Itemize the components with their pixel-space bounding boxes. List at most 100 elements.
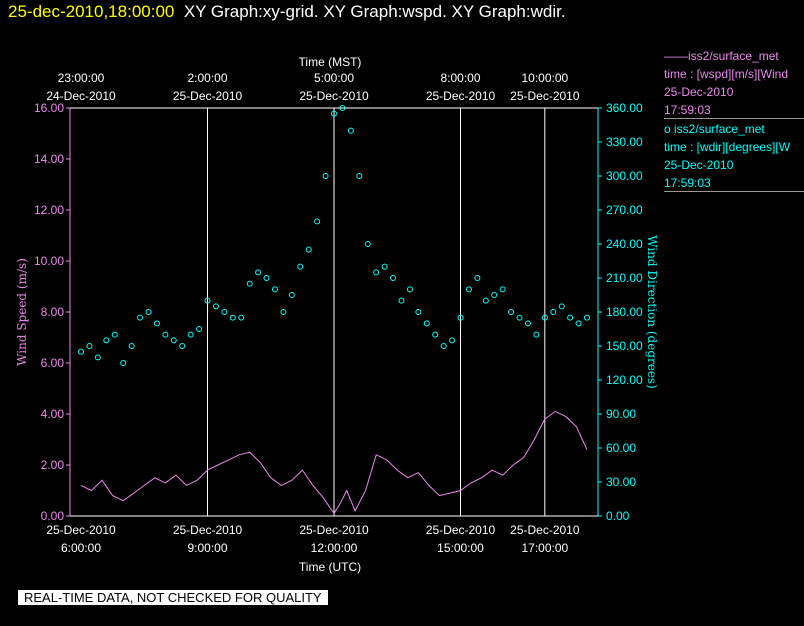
wind-direction-point: [449, 337, 456, 344]
wind-direction-point: [212, 303, 219, 310]
left-tick-label: 6.00: [41, 356, 65, 370]
bottom-tick-label: 12:00:00: [311, 541, 358, 555]
wind-direction-point: [196, 326, 203, 332]
header-title: XY Graph:xy-grid. XY Graph:wspd. XY Grap…: [183, 2, 566, 21]
right-tick-label: 0.00: [606, 509, 630, 523]
legend-wdir-line1-text: iss2/surface_met: [674, 122, 765, 136]
wind-direction-point: [491, 292, 498, 298]
wind-direction-point: [179, 343, 186, 349]
bottom-tick-label: 9:00:00: [187, 541, 227, 555]
legend-wdir-line3: 25-Dec-2010: [664, 158, 734, 172]
wind-direction-point: [440, 343, 447, 349]
right-tick-label: 180.00: [606, 305, 643, 319]
wind-direction-point: [550, 309, 557, 315]
top-tick-label: 25-Dec-2010: [510, 89, 580, 103]
wind-direction-point: [86, 343, 93, 349]
legend-wdir-line1: o iss2/surface_met: [664, 120, 804, 138]
right-tick-label: 300.00: [606, 169, 643, 183]
wind-direction-point: [373, 269, 380, 276]
wind-direction-point: [457, 314, 464, 321]
top-tick-label: 25-Dec-2010: [426, 89, 496, 103]
bottom-axis-title: Time (UTC): [299, 560, 361, 574]
wind-direction-point: [398, 297, 405, 304]
wind-direction-point: [103, 337, 110, 344]
top-tick-label: 25-Dec-2010: [299, 89, 369, 103]
wind-direction-point: [288, 292, 295, 298]
legend-wspd-line1: ——iss2/surface_met: [664, 49, 779, 63]
wind-direction-point: [322, 173, 329, 179]
top-tick-label: 5:00:00: [314, 71, 354, 85]
right-tick-label: 120.00: [606, 373, 643, 387]
wind-direction-point: [255, 269, 262, 276]
wind-direction-point: [120, 360, 127, 366]
wind-direction-point: [187, 331, 194, 338]
wind-direction-point: [508, 309, 515, 315]
right-tick-label: 90.00: [606, 407, 636, 421]
legend-divider: [664, 191, 804, 192]
right-tick-label: 210.00: [606, 271, 643, 285]
right-tick-label: 360.00: [606, 101, 643, 115]
legend-wspd-line3: 25-Dec-2010: [664, 85, 734, 99]
chart-header: 25-dec-2010,18:00:00 XY Graph:xy-grid. X…: [8, 2, 566, 22]
vertical-grid: [207, 108, 546, 516]
legend-wdir-line2: time : [wdir][degrees][W: [664, 140, 791, 154]
wind-direction-point: [347, 127, 354, 134]
wind-direction-point: [524, 320, 531, 327]
left-tick-label: 4.00: [41, 407, 65, 421]
right-tick-label: 330.00: [606, 135, 643, 149]
wind-direction-point: [78, 348, 84, 355]
circle-marker-icon: o: [664, 122, 675, 136]
left-tick-label: 8.00: [41, 305, 65, 319]
wind-direction-point: [584, 314, 590, 321]
wind-direction-point: [204, 297, 211, 304]
wind-direction-point: [153, 320, 160, 327]
bottom-tick-label: 25-Dec-2010: [46, 523, 116, 537]
wind-direction-point: [297, 263, 304, 270]
wind-direction-point: [229, 314, 236, 321]
wind-direction-point: [390, 275, 397, 281]
wind-direction-point: [246, 280, 253, 287]
top-tick-label: 10:00:00: [521, 71, 568, 85]
header-timestamp: 25-dec-2010,18:00:00: [8, 2, 175, 21]
wind-direction-point: [423, 320, 430, 327]
legend-wspd-line2: time : [wspd][m/s][Wind: [664, 67, 789, 81]
wind-direction-point: [170, 337, 177, 344]
bottom-tick-label: 25-Dec-2010: [299, 523, 369, 537]
top-tick-label: 24-Dec-2010: [46, 89, 116, 103]
wind-speed-line: [80, 410, 588, 515]
wind-direction-point: [474, 275, 481, 281]
axis-labels: Time (MST) Time (UTC) Wind Speed (m/s) W…: [15, 55, 659, 574]
bottom-tick-label: 17:00:00: [521, 541, 568, 555]
wind-direction-point: [406, 286, 413, 293]
bottom-tick-label: 15:00:00: [437, 541, 484, 555]
wind-direction-point: [305, 246, 312, 253]
wind-direction-point: [238, 314, 245, 321]
axes: 0.00 2.00 4.00 6.00 8.00 10.00 12.00 14.00 16.00…: [34, 71, 643, 555]
wind-direction-point: [381, 263, 388, 270]
top-tick-label: 25-Dec-2010: [173, 89, 243, 103]
wind-direction-point: [263, 275, 270, 281]
right-tick-label: 30.00: [606, 475, 636, 489]
wind-direction-point: [567, 314, 574, 321]
top-axis-title: Time (MST): [299, 55, 362, 69]
series-layer: [78, 105, 590, 515]
right-tick-label: 150.00: [606, 339, 643, 353]
wind-direction-point: [558, 303, 565, 310]
wind-direction-point: [516, 314, 523, 321]
bottom-tick-label: 25-Dec-2010: [173, 523, 243, 537]
left-tick-label: 0.00: [41, 509, 65, 523]
wind-direction-point: [145, 309, 152, 315]
left-axis-title: Wind Speed (m/s): [15, 258, 29, 366]
bottom-tick-label: 25-Dec-2010: [510, 523, 580, 537]
legend-wdir-line4: 17:59:03: [664, 176, 711, 190]
wind-direction-point: [128, 343, 135, 349]
legend-divider: [664, 118, 804, 119]
wind-direction-point: [499, 286, 506, 293]
wind-direction-point: [541, 314, 548, 321]
top-tick-label: 23:00:00: [58, 71, 105, 85]
wind-direction-point: [432, 331, 439, 338]
legend-wspd: ——iss2/surface_met time : [wspd][m/s][Wi…: [664, 47, 804, 119]
wind-direction-point: [356, 173, 363, 179]
wind-direction-point: [94, 354, 101, 361]
